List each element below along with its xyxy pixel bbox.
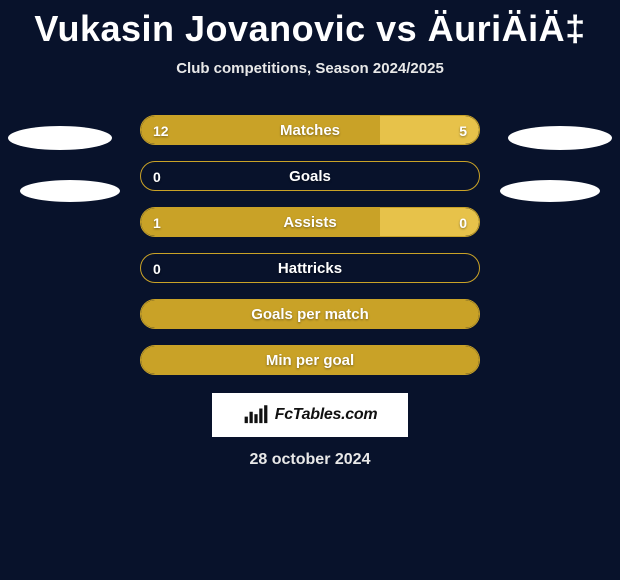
stat-label: Min per goal — [141, 346, 479, 375]
stat-bar: Hattricks0 — [140, 253, 480, 283]
stat-row: Matches12 5 — [0, 115, 620, 145]
stat-value-left: 0 — [153, 254, 161, 283]
fctables-logo: FcTables.com — [212, 393, 408, 437]
page-title: Vukasin Jovanovic vs ÄuriÄiÄ‡ — [0, 0, 620, 50]
stat-label: Assists — [141, 208, 479, 237]
stat-row: Goals0 — [0, 161, 620, 191]
stat-label: Goals — [141, 162, 479, 191]
stat-value-left: 12 — [153, 116, 169, 145]
stat-row: Assists1 0 — [0, 207, 620, 237]
stats-rows: Matches125Goals0Assists10Hattricks0Goals… — [0, 115, 620, 375]
stat-value-left: 1 — [153, 208, 161, 237]
stat-value-right: 0 — [459, 208, 467, 237]
bar-chart-icon — [243, 405, 269, 425]
stat-label: Goals per match — [141, 300, 479, 329]
stat-row: Goals per match — [0, 299, 620, 329]
stat-label: Hattricks — [141, 254, 479, 283]
stat-bar: Min per goal — [140, 345, 480, 375]
stat-value-left: 0 — [153, 162, 161, 191]
stat-bar: Matches12 5 — [140, 115, 480, 145]
stat-label: Matches — [141, 116, 479, 145]
generated-date: 28 october 2024 — [0, 451, 620, 469]
stat-row: Min per goal — [0, 345, 620, 375]
stat-bar: Assists1 0 — [140, 207, 480, 237]
page-subtitle: Club competitions, Season 2024/2025 — [0, 60, 620, 77]
logo-text: FcTables.com — [275, 406, 378, 424]
stat-bar: Goals per match — [140, 299, 480, 329]
stat-value-right: 5 — [459, 116, 467, 145]
stat-row: Hattricks0 — [0, 253, 620, 283]
stat-bar: Goals0 — [140, 161, 480, 191]
